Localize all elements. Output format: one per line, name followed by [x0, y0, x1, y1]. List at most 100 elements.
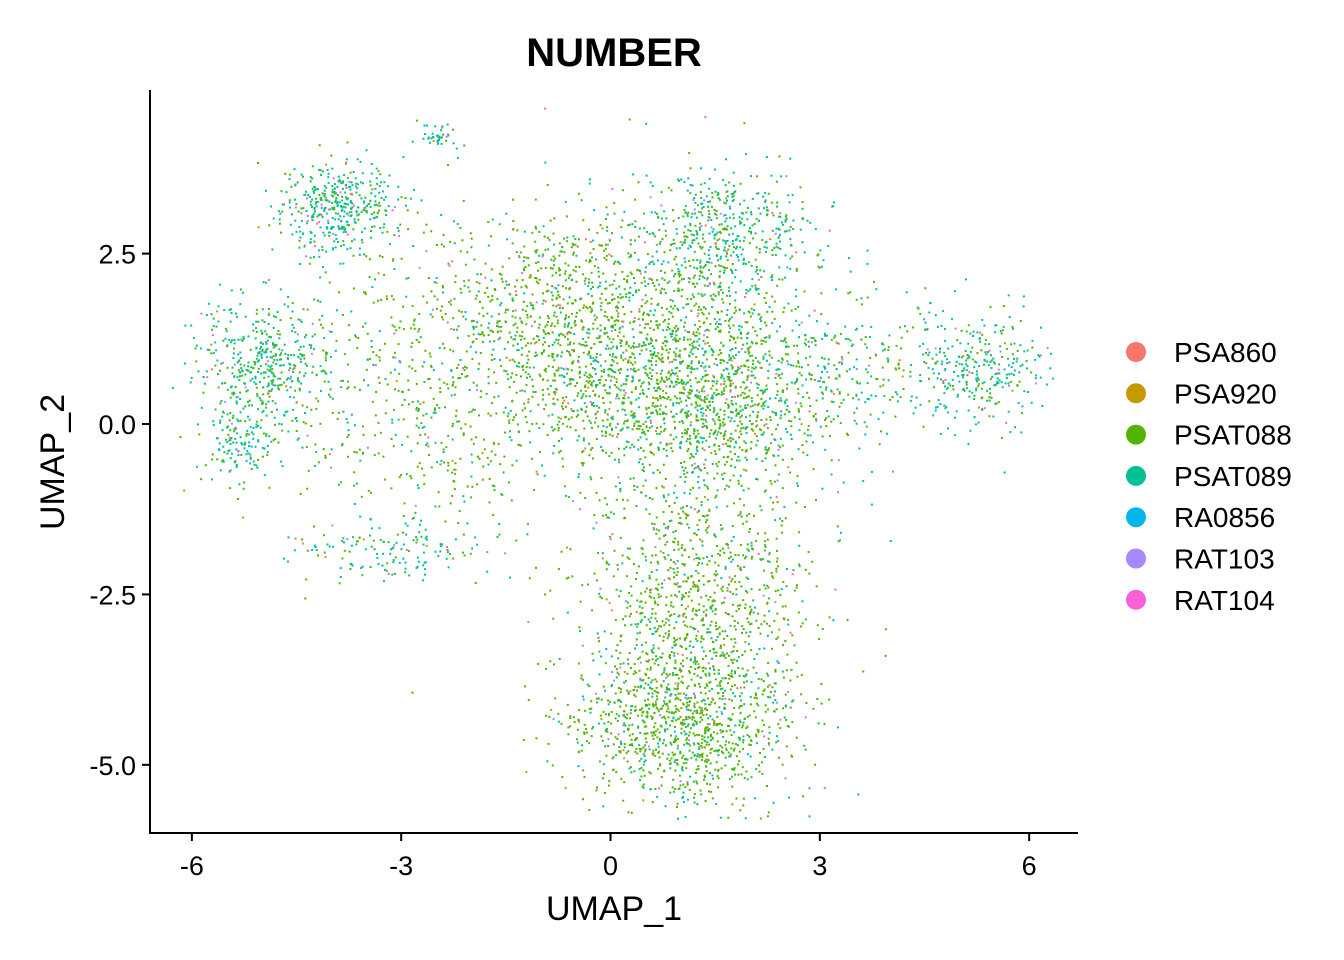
data-point	[693, 250, 696, 253]
data-point	[666, 378, 669, 381]
data-point	[648, 426, 651, 429]
data-point	[572, 410, 575, 413]
data-point	[237, 338, 240, 341]
data-point	[706, 427, 708, 429]
data-point	[714, 453, 717, 455]
data-point	[691, 389, 693, 392]
data-point	[378, 191, 381, 194]
data-point	[471, 358, 474, 361]
data-point	[390, 438, 393, 440]
data-point	[760, 339, 763, 342]
data-point	[362, 433, 365, 436]
data-point	[386, 383, 389, 386]
data-point	[435, 281, 438, 284]
data-point	[744, 387, 747, 390]
data-point	[807, 340, 810, 343]
data-point	[326, 227, 329, 230]
data-point	[390, 295, 393, 298]
data-point	[542, 393, 545, 396]
data-point	[229, 487, 232, 490]
data-point	[548, 238, 551, 241]
data-point	[651, 282, 654, 284]
data-point	[491, 295, 494, 297]
data-point	[737, 368, 739, 371]
data-point	[321, 170, 324, 173]
data-point	[652, 411, 655, 414]
data-point	[589, 178, 591, 181]
data-point	[280, 190, 283, 193]
data-point	[611, 429, 613, 431]
data-point	[729, 437, 731, 440]
data-point	[529, 375, 532, 378]
data-point	[994, 373, 997, 375]
data-point	[467, 335, 470, 337]
data-point	[815, 418, 818, 421]
data-point	[549, 385, 552, 387]
data-point	[789, 433, 792, 436]
data-point	[633, 346, 635, 349]
data-point	[278, 422, 281, 425]
data-point	[496, 298, 499, 301]
data-point	[671, 315, 674, 318]
data-point	[771, 249, 774, 251]
data-point	[568, 496, 571, 499]
data-point	[526, 313, 529, 316]
data-point	[262, 446, 265, 449]
data-point	[644, 365, 647, 368]
data-point	[617, 315, 620, 318]
data-point	[656, 324, 659, 327]
data-point	[776, 423, 779, 426]
data-point	[674, 273, 677, 275]
data-point	[321, 314, 324, 317]
data-point	[740, 211, 743, 214]
data-point	[525, 323, 528, 326]
data-point	[304, 193, 307, 196]
data-point	[365, 368, 368, 371]
data-point	[608, 238, 611, 241]
data-point	[700, 399, 703, 402]
data-point	[619, 262, 622, 265]
data-point	[600, 301, 603, 304]
data-point	[645, 395, 648, 398]
data-point	[588, 350, 590, 353]
data-point	[457, 377, 460, 380]
data-point	[245, 390, 248, 393]
data-point	[724, 214, 727, 216]
data-point	[668, 280, 671, 283]
data-point	[634, 388, 637, 390]
data-point	[704, 350, 707, 353]
data-point	[707, 209, 710, 212]
data-point	[729, 268, 732, 271]
data-point	[782, 311, 785, 314]
data-point	[754, 258, 757, 261]
data-point	[454, 468, 457, 471]
data-point	[969, 350, 972, 353]
data-point	[765, 250, 767, 253]
data-point	[639, 458, 642, 461]
data-point	[768, 363, 771, 366]
data-point	[621, 296, 624, 298]
data-point	[531, 395, 534, 398]
data-point	[898, 359, 901, 362]
data-point	[311, 335, 314, 338]
data-point	[652, 314, 655, 317]
data-point	[296, 333, 299, 336]
data-point	[990, 396, 993, 399]
data-point	[674, 330, 677, 333]
data-point	[541, 388, 544, 391]
data-point	[514, 338, 517, 341]
data-point	[261, 348, 264, 351]
data-point	[477, 368, 480, 370]
data-point	[463, 144, 466, 147]
data-point	[710, 219, 713, 221]
data-point	[531, 325, 533, 328]
data-point	[695, 216, 698, 219]
data-point	[1001, 329, 1004, 332]
data-point	[317, 461, 320, 464]
data-point	[599, 353, 602, 356]
data-point	[939, 432, 942, 435]
data-point	[315, 374, 318, 377]
data-point	[647, 387, 650, 390]
data-point	[655, 288, 658, 291]
